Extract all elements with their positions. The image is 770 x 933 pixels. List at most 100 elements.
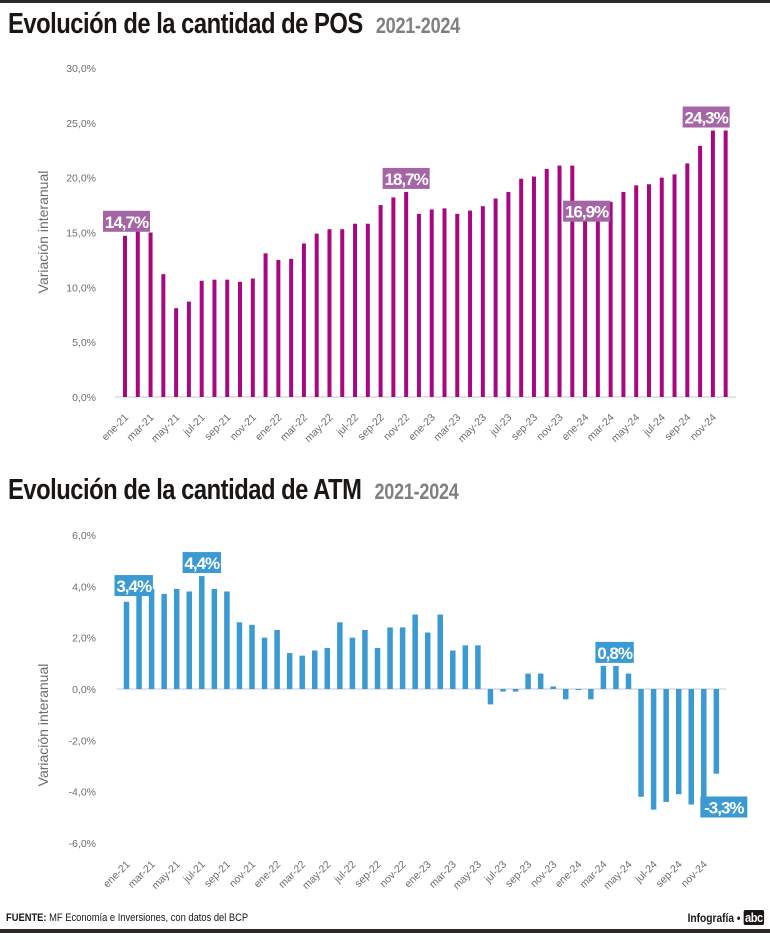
bar-jun-21 — [186, 301, 191, 397]
bar-oct-22 — [387, 627, 393, 689]
bar-abr-23 — [468, 210, 473, 397]
y-tick-label: 0,0% — [72, 684, 96, 696]
bar-abr-22 — [314, 233, 319, 397]
y-tick-label: 6,0% — [72, 530, 96, 542]
x-tick-label: may-23 — [451, 859, 484, 892]
y-tick-label: -2,0% — [69, 735, 96, 747]
bar-ago-24 — [672, 174, 677, 397]
bar-sep-24 — [675, 689, 682, 795]
bar-dic-22 — [412, 614, 418, 689]
bar-jul-21 — [199, 280, 204, 397]
bar-nov-24 — [710, 130, 715, 397]
bar-ago-23 — [519, 178, 524, 397]
bottom-rule — [0, 929, 770, 933]
bar-abr-23 — [462, 645, 469, 689]
bar-may-21 — [174, 308, 179, 397]
bar-jun-22 — [340, 229, 345, 397]
bar-oct-24 — [688, 689, 694, 805]
bar-feb-23 — [442, 208, 447, 397]
bar-feb-22 — [289, 258, 294, 397]
data-label-text: 16,9% — [565, 203, 609, 222]
bar-sep-21 — [224, 591, 230, 689]
y-tick-label: 15,0% — [66, 228, 96, 240]
bar-jul-22 — [353, 223, 358, 397]
bar-feb-22 — [286, 653, 293, 689]
bar-abr-24 — [613, 665, 619, 689]
bar-dic-21 — [263, 253, 268, 397]
data-label-bg — [595, 641, 634, 663]
bar-ene-23 — [429, 209, 434, 397]
bar-mar-23 — [455, 213, 460, 397]
data-label-dic-24: 24,3% — [682, 106, 730, 128]
pos-bar-chart: Variación interanual 0,0% 5,0% 10,0% 15,0% 20… — [35, 63, 736, 445]
bar-nov-23 — [550, 686, 556, 689]
bar-may-23 — [475, 645, 481, 689]
bar-may-22 — [324, 647, 331, 689]
data-label-bg — [382, 167, 430, 189]
bar-sep-24 — [685, 163, 690, 397]
data-label-jul-21: 4,4% — [182, 552, 221, 574]
y-tick-label: 25,0% — [66, 118, 96, 130]
bar-dic-24 — [723, 130, 728, 397]
bar-ago-23 — [512, 689, 519, 692]
bar-feb-21 — [135, 228, 140, 397]
bar-ago-22 — [365, 223, 370, 397]
x-tick-label: may-24 — [601, 859, 634, 892]
bar-oct-23 — [537, 673, 544, 689]
y-tick-label: 20,0% — [66, 173, 96, 185]
data-label-bg — [682, 106, 730, 128]
data-label-nov-22: 18,7% — [382, 167, 430, 189]
bar-mar-21 — [148, 588, 155, 689]
abc-logo: abc — [742, 910, 764, 925]
bar-mar-22 — [299, 655, 305, 689]
bar-ene-22 — [276, 259, 281, 397]
credit-text: Infografía • — [687, 911, 740, 925]
bar-dic-23 — [570, 165, 575, 397]
bar-jun-22 — [337, 622, 343, 689]
y-tick-label: -6,0% — [69, 838, 96, 850]
bar-oct-24 — [698, 145, 703, 397]
bar-jun-21 — [186, 591, 192, 689]
bar-feb-23 — [437, 614, 443, 689]
data-label-ene-24: 16,9% — [563, 200, 611, 222]
bar-abr-21 — [161, 274, 166, 397]
bar-jun-24 — [646, 184, 651, 397]
bar-ago-21 — [212, 279, 217, 397]
y-tick-label: 10,0% — [66, 282, 96, 294]
x-tick-label: nov-22 — [378, 859, 409, 890]
bar-nov-21 — [249, 624, 255, 689]
bar-jun-24 — [638, 689, 644, 797]
y-tick-label: 4,0% — [72, 581, 96, 593]
atm-chart-title: Evolución de la cantidad de ATM 2021-2024 — [8, 474, 459, 507]
atm-bar-chart: Variación interanual -6,0% -4,0% -2,0% 0,0% 2… — [35, 530, 748, 892]
y-tick-label: 0,0% — [72, 392, 96, 404]
x-tick-label: nov-24 — [679, 859, 710, 890]
data-label-mar-24: 0,8% — [595, 641, 634, 663]
bar-dic-22 — [416, 213, 421, 397]
y-tick-label: -4,0% — [69, 787, 96, 799]
bar-ene-23 — [424, 632, 431, 689]
data-label-bg — [563, 200, 611, 222]
bar-jul-24 — [650, 689, 657, 810]
pos-title-text: Evolución de la cantidad de POS — [8, 8, 363, 40]
bar-may-24 — [634, 185, 639, 397]
x-tick-label: sep-21 — [202, 859, 233, 890]
bar-jun-23 — [487, 689, 494, 705]
bar-mar-23 — [450, 650, 456, 689]
bar-abr-24 — [621, 191, 626, 397]
y-axis-label: Variación interanual — [35, 171, 51, 294]
bar-sep-23 — [525, 673, 531, 689]
bar-jul-23 — [506, 191, 511, 397]
bar-dic-23 — [563, 689, 569, 700]
bar-nov-21 — [250, 278, 255, 397]
data-label-text: 18,7% — [385, 170, 429, 189]
bar-may-21 — [173, 588, 180, 689]
bar-ene-21 — [123, 601, 130, 689]
y-tick-label: 5,0% — [72, 337, 96, 349]
y-tick-label: 2,0% — [72, 633, 96, 645]
bar-ene-24 — [575, 689, 582, 690]
bar-feb-24 — [595, 209, 600, 397]
bar-oct-22 — [391, 197, 396, 397]
bar-nov-24 — [701, 689, 707, 805]
bar-jul-24 — [659, 177, 664, 397]
